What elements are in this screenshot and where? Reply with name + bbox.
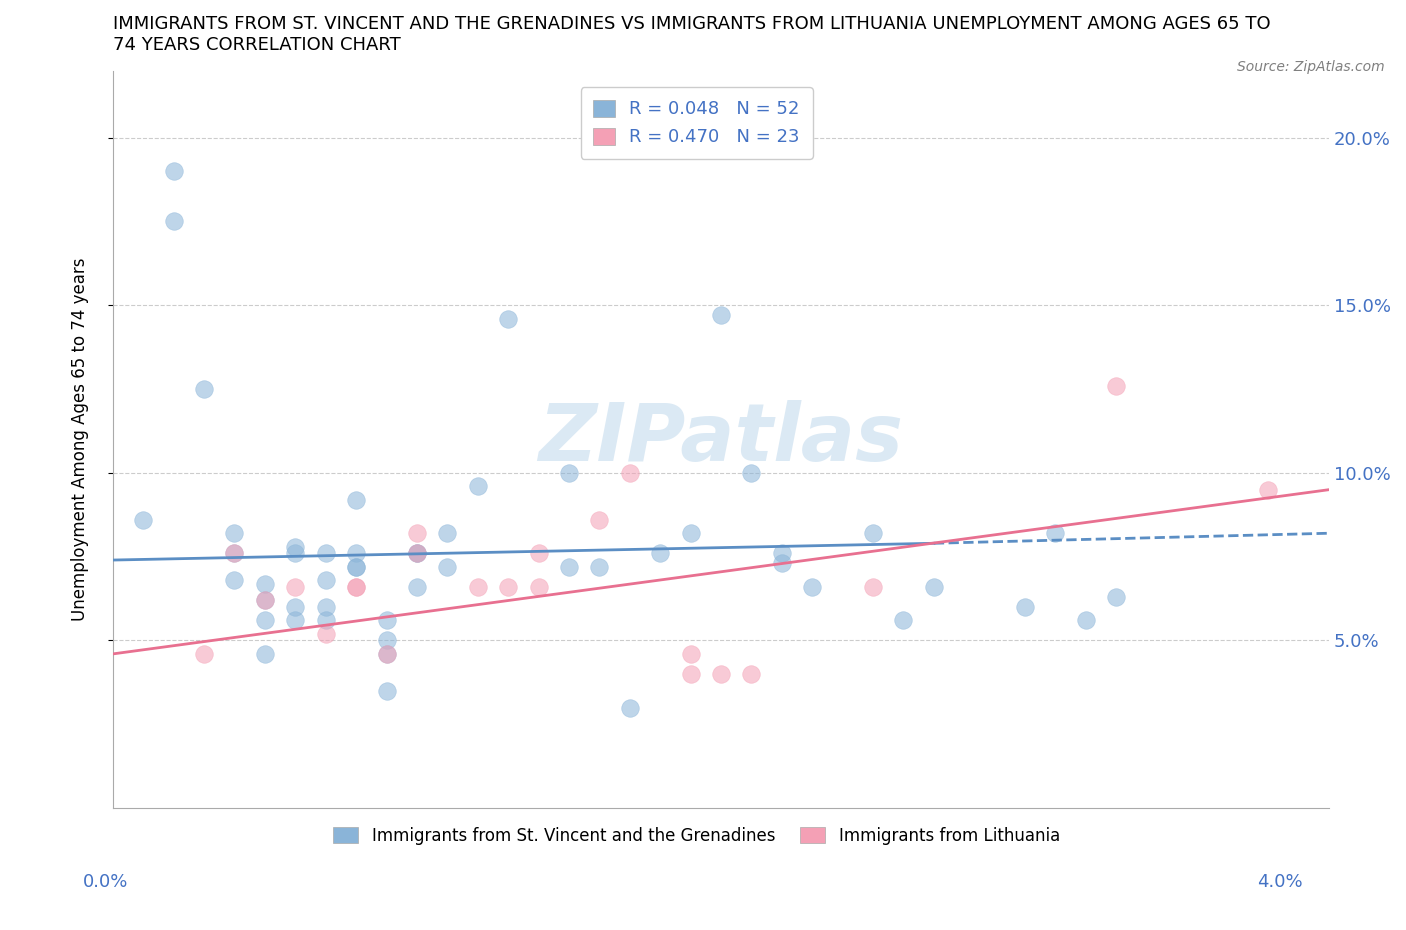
Point: [922, 579, 945, 594]
Point: [740, 667, 762, 682]
Point: [650, 546, 672, 561]
Point: [558, 559, 581, 574]
Point: [253, 592, 276, 607]
Point: [740, 465, 762, 480]
Legend: Immigrants from St. Vincent and the Grenadines, Immigrants from Lithuania: Immigrants from St. Vincent and the Gren…: [326, 820, 1067, 851]
Point: [588, 512, 610, 527]
Point: [558, 465, 581, 480]
Point: [496, 579, 519, 594]
Point: [467, 579, 489, 594]
Point: [132, 512, 155, 527]
Point: [193, 646, 215, 661]
Point: [406, 546, 429, 561]
Point: [619, 465, 641, 480]
Point: [710, 308, 733, 323]
Point: [375, 684, 398, 698]
Point: [679, 525, 702, 540]
Point: [224, 573, 246, 588]
Point: [253, 646, 276, 661]
Point: [284, 613, 307, 628]
Point: [344, 492, 367, 507]
Point: [770, 556, 793, 571]
Point: [679, 646, 702, 661]
Point: [527, 546, 550, 561]
Point: [344, 546, 367, 561]
Point: [224, 546, 246, 561]
Point: [193, 381, 215, 396]
Point: [315, 626, 337, 641]
Point: [375, 613, 398, 628]
Point: [406, 525, 429, 540]
Point: [710, 667, 733, 682]
Point: [344, 559, 367, 574]
Point: [344, 559, 367, 574]
Point: [284, 579, 307, 594]
Text: 4.0%: 4.0%: [1257, 872, 1302, 891]
Point: [406, 546, 429, 561]
Point: [619, 700, 641, 715]
Point: [1014, 600, 1036, 615]
Text: IMMIGRANTS FROM ST. VINCENT AND THE GRENADINES VS IMMIGRANTS FROM LITHUANIA UNEM: IMMIGRANTS FROM ST. VINCENT AND THE GREN…: [112, 15, 1271, 54]
Text: Source: ZipAtlas.com: Source: ZipAtlas.com: [1237, 60, 1385, 74]
Point: [315, 546, 337, 561]
Point: [315, 613, 337, 628]
Point: [344, 579, 367, 594]
Text: 0.0%: 0.0%: [83, 872, 128, 891]
Point: [253, 592, 276, 607]
Point: [284, 539, 307, 554]
Point: [1257, 483, 1279, 498]
Point: [1105, 590, 1128, 604]
Point: [284, 600, 307, 615]
Point: [1105, 379, 1128, 393]
Point: [436, 559, 458, 574]
Point: [224, 546, 246, 561]
Point: [893, 613, 915, 628]
Point: [253, 576, 276, 591]
Point: [588, 559, 610, 574]
Point: [770, 546, 793, 561]
Point: [862, 579, 884, 594]
Point: [253, 613, 276, 628]
Point: [163, 214, 186, 229]
Point: [375, 646, 398, 661]
Point: [527, 579, 550, 594]
Point: [496, 312, 519, 326]
Y-axis label: Unemployment Among Ages 65 to 74 years: Unemployment Among Ages 65 to 74 years: [72, 258, 89, 621]
Point: [1074, 613, 1097, 628]
Point: [284, 546, 307, 561]
Point: [163, 164, 186, 179]
Point: [406, 579, 429, 594]
Point: [467, 479, 489, 494]
Point: [1045, 525, 1067, 540]
Point: [375, 646, 398, 661]
Point: [315, 573, 337, 588]
Point: [315, 600, 337, 615]
Text: ZIPatlas: ZIPatlas: [538, 401, 904, 478]
Point: [679, 667, 702, 682]
Point: [224, 525, 246, 540]
Point: [406, 546, 429, 561]
Point: [801, 579, 824, 594]
Point: [862, 525, 884, 540]
Point: [344, 579, 367, 594]
Point: [436, 525, 458, 540]
Point: [375, 633, 398, 648]
